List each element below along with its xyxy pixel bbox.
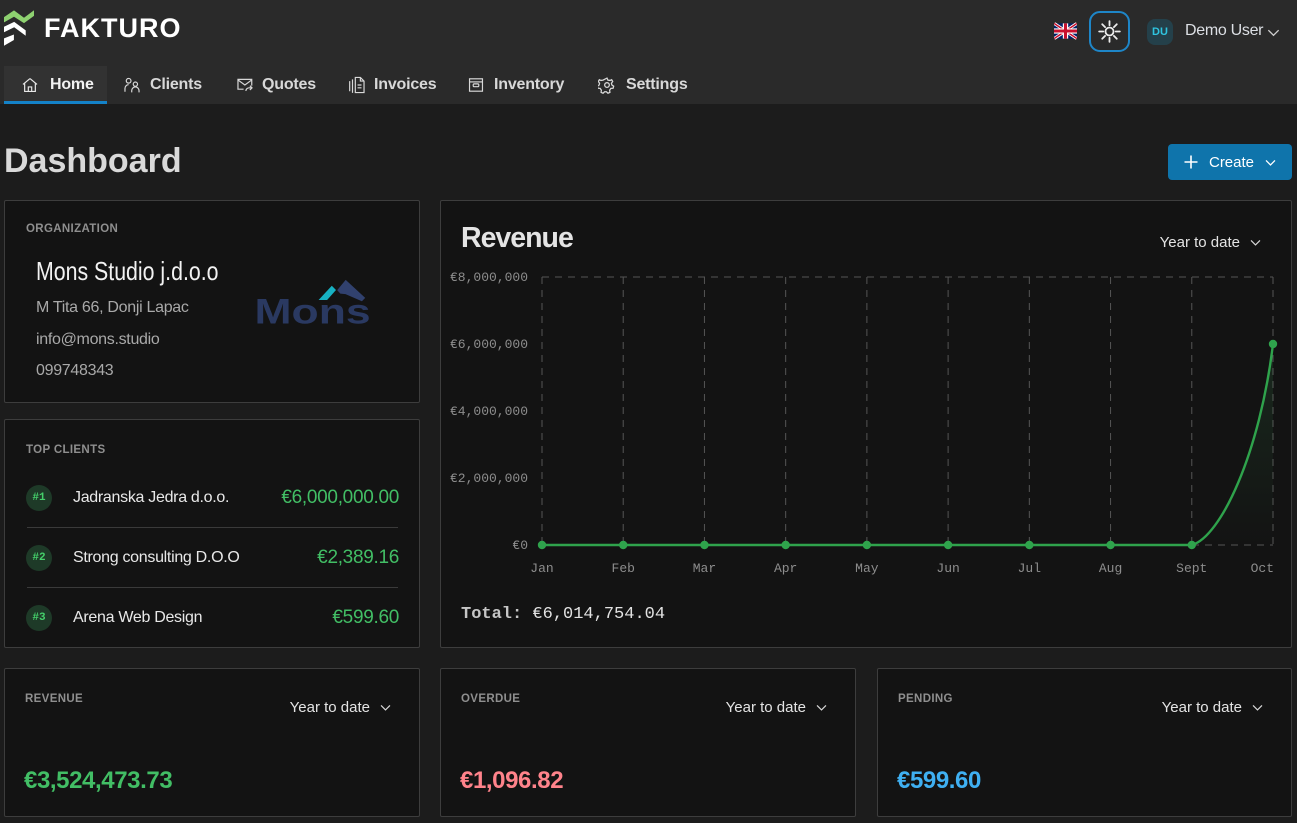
svg-text:Mons: Mons — [255, 293, 371, 329]
svg-text:Jun: Jun — [936, 561, 959, 576]
svg-text:May: May — [855, 561, 879, 576]
svg-text:€2,000,000: €2,000,000 — [450, 471, 528, 486]
svg-text:Oct: Oct — [1251, 561, 1274, 576]
svg-text:€6,000,000: €6,000,000 — [450, 337, 528, 352]
svg-text:Jul: Jul — [1018, 561, 1042, 576]
svg-text:€0: €0 — [512, 538, 528, 553]
svg-text:Feb: Feb — [612, 561, 635, 576]
svg-text:Aug: Aug — [1099, 561, 1122, 576]
svg-text:€8,000,000: €8,000,000 — [450, 270, 528, 285]
svg-text:Jan: Jan — [530, 561, 553, 576]
svg-text:Mar: Mar — [693, 561, 716, 576]
svg-text:Sept: Sept — [1176, 561, 1207, 576]
svg-text:Apr: Apr — [774, 561, 797, 576]
svg-text:€4,000,000: €4,000,000 — [450, 404, 528, 419]
